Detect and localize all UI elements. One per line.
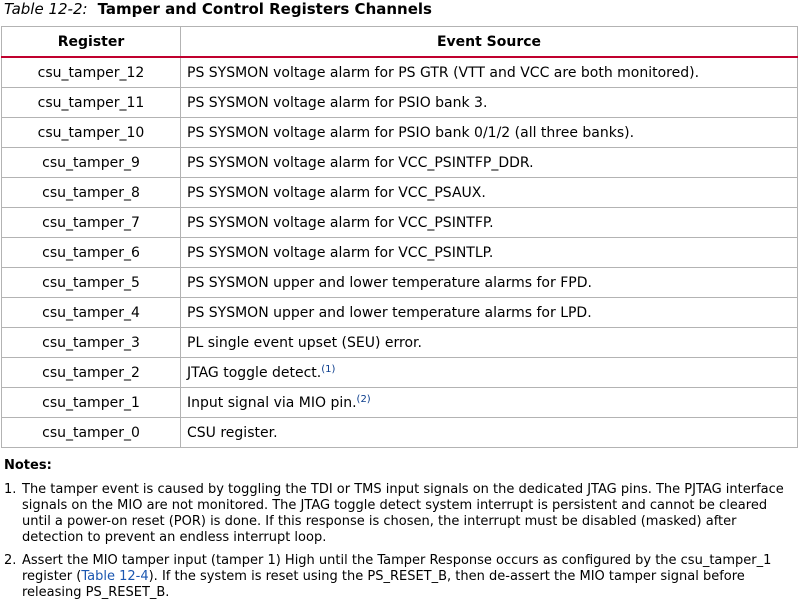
register-cell: csu_tamper_5 <box>1 267 181 298</box>
event-source-cell: PS SYSMON voltage alarm for PSIO bank 0/… <box>180 117 798 148</box>
event-source-cell: PS SYSMON upper and lower temperature al… <box>180 267 798 298</box>
table-row: csu_tamper_8 PS SYSMON voltage alarm for … <box>1 177 798 208</box>
event-source-cell: PS SYSMON voltage alarm for VCC_PSINTFP_… <box>180 147 798 178</box>
register-cell: csu_tamper_9 <box>1 147 181 178</box>
table-row: csu_tamper_4 PS SYSMON upper and lower te… <box>1 297 798 328</box>
event-source-text: PS SYSMON upper and lower temperature al… <box>187 274 592 291</box>
register-cell: csu_tamper_6 <box>1 237 181 268</box>
caption-title: Tamper and Control Registers Channels <box>97 0 432 18</box>
caption-number: Table 12-2: <box>4 0 88 18</box>
event-source-cell: PS SYSMON voltage alarm for VCC_PSINTLP. <box>180 237 798 268</box>
footnote-ref[interactable]: (1) <box>321 363 336 375</box>
footnote-ref[interactable]: (2) <box>356 393 371 405</box>
note-text-after: ). If the system is reset using the PS_R… <box>22 569 745 600</box>
event-source-cell: Input signal via MIO pin.(2) <box>180 387 798 418</box>
table-body: csu_tamper_12 PS SYSMON voltage alarm for… <box>1 56 798 448</box>
table-row: csu_tamper_0 CSU register. <box>1 417 798 448</box>
register-cell: csu_tamper_2 <box>1 357 181 388</box>
event-source-cell: PS SYSMON upper and lower temperature al… <box>180 297 798 328</box>
table-row: csu_tamper_5 PS SYSMON upper and lower te… <box>1 267 798 298</box>
table-header-row: Register Event Source <box>1 26 798 58</box>
event-source-cell: PL single event upset (SEU) error. <box>180 327 798 358</box>
note-number: 2. <box>4 553 17 568</box>
event-source-text: PS SYSMON voltage alarm for PSIO bank 3. <box>187 94 488 111</box>
note-text: The tamper event is caused by toggling t… <box>22 482 784 545</box>
event-source-text: PS SYSMON voltage alarm for VCC_PSINTFP_… <box>187 154 534 171</box>
event-source-text: PS SYSMON voltage alarm for VCC_PSAUX. <box>187 184 486 201</box>
table-row: csu_tamper_1 Input signal via MIO pin.(2) <box>1 387 798 418</box>
event-source-text: Input signal via MIO pin. <box>187 394 357 411</box>
notes-title: Notes: <box>4 458 52 473</box>
table-caption: Table 12-2: Tamper and Control Registers … <box>4 0 432 19</box>
event-source-cell: PS SYSMON voltage alarm for VCC_PSAUX. <box>180 177 798 208</box>
note-number: 1. <box>4 482 17 497</box>
event-source-text: PS SYSMON voltage alarm for PSIO bank 0/… <box>187 124 635 141</box>
notes-section: Notes: 1. The tamper event is caused by … <box>4 458 794 608</box>
table-row: csu_tamper_3 PL single event upset (SEU) … <box>1 327 798 358</box>
event-source-cell: CSU register. <box>180 417 798 448</box>
table-row: csu_tamper_9 PS SYSMON voltage alarm for … <box>1 147 798 178</box>
table-row: csu_tamper_12 PS SYSMON voltage alarm for… <box>1 56 798 88</box>
column-header-register: Register <box>1 26 181 58</box>
event-source-cell: JTAG toggle detect.(1) <box>180 357 798 388</box>
table-12-4-link[interactable]: Table 12-4 <box>81 569 149 584</box>
event-source-text: PS SYSMON voltage alarm for VCC_PSINTFP. <box>187 214 494 231</box>
table-row: csu_tamper_10 PS SYSMON voltage alarm for… <box>1 117 798 148</box>
event-source-text: PS SYSMON voltage alarm for VCC_PSINTLP. <box>187 244 494 261</box>
event-source-text: PL single event upset (SEU) error. <box>187 334 422 351</box>
tamper-registers-table: Register Event Source csu_tamper_12 PS SY… <box>1 26 798 448</box>
note-text-before: Assert the MIO tamper input (tamper 1) H… <box>22 553 772 584</box>
register-cell: csu_tamper_4 <box>1 297 181 328</box>
note-1: 1. The tamper event is caused by togglin… <box>4 482 794 546</box>
event-source-text: JTAG toggle detect. <box>187 364 322 381</box>
note-2: 2. Assert the MIO tamper input (tamper 1… <box>4 553 794 601</box>
register-cell: csu_tamper_1 <box>1 387 181 418</box>
register-cell: csu_tamper_8 <box>1 177 181 208</box>
register-cell: csu_tamper_3 <box>1 327 181 358</box>
event-source-text: PS SYSMON upper and lower temperature al… <box>187 304 592 321</box>
table-row: csu_tamper_7 PS SYSMON voltage alarm for … <box>1 207 798 238</box>
event-source-text: PS SYSMON voltage alarm for PS GTR (VTT … <box>187 64 700 81</box>
register-cell: csu_tamper_0 <box>1 417 181 448</box>
table-row: csu_tamper_6 PS SYSMON voltage alarm for … <box>1 237 798 268</box>
table-row: csu_tamper_2 JTAG toggle detect.(1) <box>1 357 798 388</box>
event-source-cell: PS SYSMON voltage alarm for PSIO bank 3. <box>180 87 798 118</box>
note-text: Assert the MIO tamper input (tamper 1) H… <box>22 553 794 601</box>
table-row: csu_tamper_11 PS SYSMON voltage alarm for… <box>1 87 798 118</box>
event-source-cell: PS SYSMON voltage alarm for VCC_PSINTFP. <box>180 207 798 238</box>
register-cell: csu_tamper_10 <box>1 117 181 148</box>
event-source-text: CSU register. <box>187 424 278 441</box>
column-header-event-source: Event Source <box>180 26 798 58</box>
register-cell: csu_tamper_11 <box>1 87 181 118</box>
register-cell: csu_tamper_12 <box>1 56 181 88</box>
event-source-cell: PS SYSMON voltage alarm for PS GTR (VTT … <box>180 56 798 88</box>
register-cell: csu_tamper_7 <box>1 207 181 238</box>
